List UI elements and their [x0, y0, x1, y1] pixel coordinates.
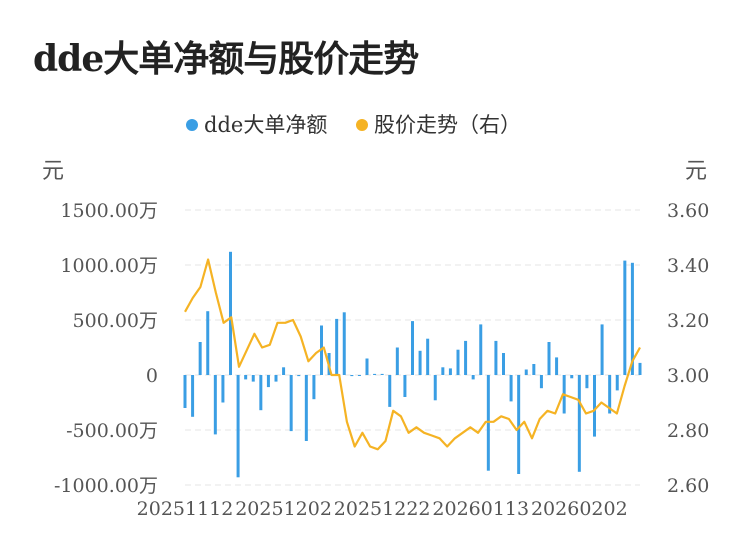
bar[interactable]	[570, 375, 574, 379]
bar[interactable]	[244, 375, 248, 380]
bar[interactable]	[418, 350, 422, 375]
bar[interactable]	[236, 375, 240, 478]
legend-label: dde大单净额	[204, 113, 327, 137]
bar[interactable]	[517, 375, 521, 474]
x-axis-labels: 20251112 20251202 20251222 20260113 20260202	[137, 498, 628, 520]
bar[interactable]	[335, 318, 339, 375]
bar[interactable]	[312, 375, 316, 400]
legend-item-1[interactable]: 股价走势（右）	[356, 113, 521, 137]
x-tick-label: 20251202	[235, 498, 332, 520]
bar[interactable]	[479, 324, 483, 375]
line-series	[184, 258, 641, 451]
legend-item-0[interactable]: dde大单净额	[186, 113, 327, 137]
y-axis-labels: 1500.00万 1000.00万 500.00万 0 -500.00万 -1000.00…	[54, 200, 709, 497]
bar[interactable]	[403, 375, 407, 397]
bar[interactable]	[464, 340, 468, 375]
bar[interactable]	[350, 375, 354, 377]
bar[interactable]	[411, 321, 414, 375]
left-axis-unit: 元	[42, 159, 64, 184]
bar[interactable]	[191, 375, 195, 417]
bar[interactable]	[183, 375, 187, 408]
left-tick-label: 1000.00万	[60, 255, 158, 277]
right-tick-label: 3.00	[667, 365, 709, 387]
right-tick-label: 2.60	[667, 475, 709, 497]
bar[interactable]	[502, 353, 505, 375]
bar[interactable]	[433, 375, 437, 401]
bar-series	[183, 251, 642, 478]
x-tick-label: 20260202	[531, 498, 628, 520]
bar[interactable]	[532, 364, 536, 375]
bar[interactable]	[282, 367, 286, 375]
bar[interactable]	[494, 340, 498, 375]
bar[interactable]	[304, 375, 308, 441]
bar[interactable]	[577, 375, 581, 472]
bar[interactable]	[456, 349, 460, 375]
bar[interactable]	[206, 311, 210, 375]
legend[interactable]: dde大单净额 股价走势（右）	[186, 113, 521, 137]
bar[interactable]	[380, 373, 384, 375]
bar[interactable]	[441, 367, 445, 375]
bar[interactable]	[630, 262, 634, 375]
bar[interactable]	[608, 375, 612, 414]
legend-swatch	[186, 119, 198, 131]
right-tick-label: 3.40	[667, 255, 709, 277]
bar[interactable]	[509, 375, 513, 402]
bar[interactable]	[593, 375, 596, 437]
bar[interactable]	[221, 375, 225, 403]
bar[interactable]	[251, 375, 255, 382]
bar[interactable]	[395, 347, 399, 376]
right-tick-label: 2.80	[667, 420, 709, 442]
bar[interactable]	[342, 312, 346, 375]
bar[interactable]	[388, 375, 392, 407]
price-line[interactable]	[184, 258, 641, 451]
bar[interactable]	[229, 251, 232, 375]
bar[interactable]	[555, 357, 559, 375]
left-tick-label: -500.00万	[66, 420, 158, 442]
bar[interactable]	[297, 375, 301, 377]
x-tick-label: 20251112	[137, 498, 234, 520]
bar[interactable]	[357, 375, 361, 376]
bar[interactable]	[426, 338, 430, 375]
bar[interactable]	[638, 362, 642, 375]
bar[interactable]	[365, 358, 369, 376]
bar[interactable]	[448, 368, 452, 375]
bar[interactable]	[198, 342, 202, 375]
bar[interactable]	[259, 375, 263, 411]
left-tick-label: -1000.00万	[54, 475, 158, 497]
bar[interactable]	[266, 375, 270, 388]
legend-swatch	[356, 119, 368, 131]
legend-label: 股价走势（右）	[374, 113, 521, 137]
x-tick-label: 20251222	[334, 498, 431, 520]
right-tick-label: 3.60	[667, 200, 709, 222]
bar[interactable]	[623, 260, 627, 375]
bar[interactable]	[373, 373, 377, 375]
bar[interactable]	[274, 375, 278, 382]
bar[interactable]	[471, 375, 475, 380]
bar[interactable]	[213, 375, 217, 435]
bar[interactable]	[524, 369, 528, 376]
bar[interactable]	[615, 375, 619, 391]
left-tick-label: 0	[146, 365, 158, 387]
bar[interactable]	[600, 324, 604, 375]
bar[interactable]	[539, 375, 543, 389]
left-tick-label: 1500.00万	[60, 200, 158, 222]
left-tick-label: 500.00万	[73, 310, 158, 332]
bar[interactable]	[547, 342, 551, 375]
bar[interactable]	[585, 375, 589, 389]
right-tick-label: 3.20	[667, 310, 709, 332]
right-axis-unit: 元	[685, 159, 707, 184]
x-tick-label: 20260113	[432, 498, 529, 520]
chart-title: dde大单净额与股价走势	[33, 38, 419, 80]
bar[interactable]	[289, 375, 293, 432]
